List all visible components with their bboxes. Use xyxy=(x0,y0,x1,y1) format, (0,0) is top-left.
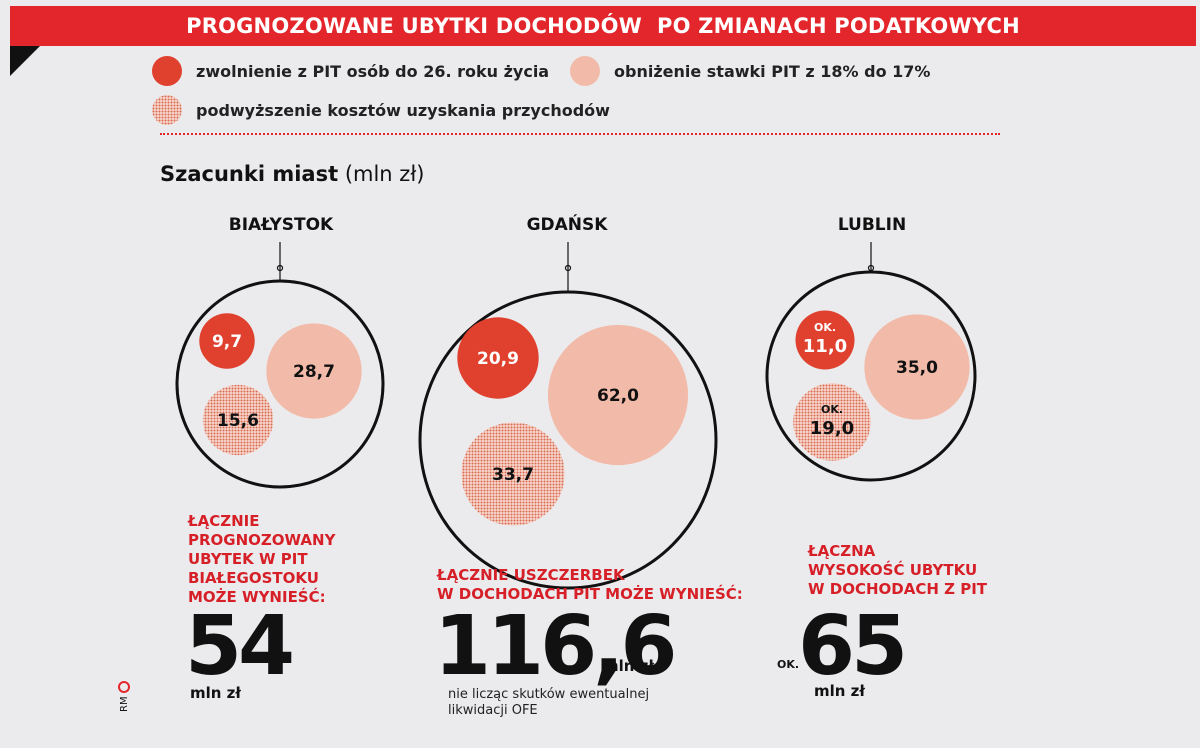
lublin-bubble-rate xyxy=(864,314,970,420)
lublin-caption: ŁĄCZNA WYSOKOŚĆ UBYTKU W DOCHODACH Z PIT xyxy=(808,542,987,599)
bialystok-outer-circle xyxy=(175,279,385,489)
gdansk-bubble-label-costs: 33,7 xyxy=(492,465,534,485)
lublin-bubble-label-rate: 35,0 xyxy=(896,358,938,378)
lublin-total-unit: mln zł xyxy=(814,682,865,700)
gdansk-total: 116,6 xyxy=(434,599,677,694)
gdansk-bubble-label-young: 20,9 xyxy=(477,349,519,369)
bialystok-bubble-rate xyxy=(266,323,362,419)
gdansk-total-unit: mln zł xyxy=(603,657,654,675)
bialystok-bubble-label-costs: 15,6 xyxy=(217,411,259,431)
bialystok-bubble-young xyxy=(199,313,255,369)
subtitle-unit: (mln zł) xyxy=(344,162,425,186)
caption-line: WYSOKOŚĆ UBYTKU xyxy=(808,561,978,579)
legend-swatch-costs xyxy=(152,95,182,125)
bialystok-bubble-label-young: 9,7 xyxy=(212,332,242,352)
chart-subtitle: Szacunki miast (mln zł) xyxy=(160,162,424,186)
legend-item-rate: obniżenie stawki PIT z 18% do 17% xyxy=(570,56,930,86)
caption-line: PROGNOZOWANY xyxy=(188,531,336,549)
legend-label-costs: podwyższenie kosztów uzyskania przychodó… xyxy=(196,100,610,120)
subtitle-bold: Szacunki miast xyxy=(160,162,339,186)
lublin-bubble-label-young: 11,0 xyxy=(803,336,847,357)
bialystok-leader-dot xyxy=(276,264,284,272)
note-line: likwidacji OFE xyxy=(448,703,538,718)
lublin-total-prefix: OK. xyxy=(777,658,800,671)
lublin-bubble-approx-costs: OK. xyxy=(821,403,843,416)
caption-line: MOŻE WYNIEŚĆ: xyxy=(188,588,326,606)
gdansk-leader-dot xyxy=(564,264,572,272)
caption-line: UBYTEK W PIT xyxy=(188,550,308,568)
title-corner-tab xyxy=(10,46,40,76)
gdansk-bubble-young xyxy=(457,317,539,399)
bialystok-title: BIAŁYSTOK xyxy=(229,215,334,235)
lublin-total: 65 xyxy=(798,599,908,694)
caption-line: BIAŁEGOSTOKU xyxy=(188,569,319,587)
lublin-title: LUBLIN xyxy=(838,215,906,235)
legend-item-costs: podwyższenie kosztów uzyskania przychodó… xyxy=(152,95,610,125)
caption-line: ŁĄCZNIE USZCZERBEK xyxy=(437,566,625,584)
caption-line: ŁĄCZNIE xyxy=(188,512,260,530)
bialystok-caption: ŁĄCZNIE PROGNOZOWANY UBYTEK W PIT BIAŁEG… xyxy=(188,512,335,607)
legend-swatch-young xyxy=(152,56,182,86)
lublin-bubble-young xyxy=(795,310,855,370)
bialystok-bubble-costs xyxy=(202,384,274,456)
bialystok-bubble-label-rate: 28,7 xyxy=(293,362,335,382)
credit-text: RM xyxy=(118,696,130,712)
lublin-bubble-approx-young: OK. xyxy=(814,321,836,334)
legend-label-young: zwolnienie z PIT osób do 26. roku życia xyxy=(196,61,550,81)
lublin-bubble-label-costs: 19,0 xyxy=(810,418,854,439)
gdansk-bubble-label-rate: 62,0 xyxy=(597,386,639,406)
dotted-divider xyxy=(160,133,1000,135)
gdansk-note: nie licząc skutków ewentualnej likwidacj… xyxy=(448,687,649,719)
copyright-icon xyxy=(118,681,130,694)
lublin-outer-circle xyxy=(765,270,977,482)
legend-label-rate: obniżenie stawki PIT z 18% do 17% xyxy=(614,61,931,81)
legend-swatch-rate xyxy=(570,56,600,86)
gdansk-bubble-costs xyxy=(461,422,565,526)
caption-line: ŁĄCZNA xyxy=(808,542,876,560)
gdansk-caption: ŁĄCZNIE USZCZERBEK W DOCHODACH PIT MOŻE … xyxy=(437,566,743,604)
lublin-bubble-costs xyxy=(793,383,871,461)
caption-line: W DOCHODACH PIT MOŻE WYNIEŚĆ: xyxy=(437,585,743,603)
bialystok-total-unit: mln zł xyxy=(190,684,241,702)
legend-item-young: zwolnienie z PIT osób do 26. roku życia xyxy=(152,56,549,86)
bialystok-total: 54 xyxy=(185,599,295,694)
gdansk-outer-circle xyxy=(418,290,718,590)
caption-line: W DOCHODACH Z PIT xyxy=(808,580,988,598)
gdansk-bubble-rate xyxy=(547,324,689,466)
page-title: PROGNOZOWANE UBYTKI DOCHODÓW PO ZMIANACH… xyxy=(10,6,1196,46)
credit: RM xyxy=(118,681,130,712)
note-line: nie licząc skutków ewentualnej xyxy=(448,687,650,702)
gdansk-title: GDAŃSK xyxy=(527,213,609,235)
